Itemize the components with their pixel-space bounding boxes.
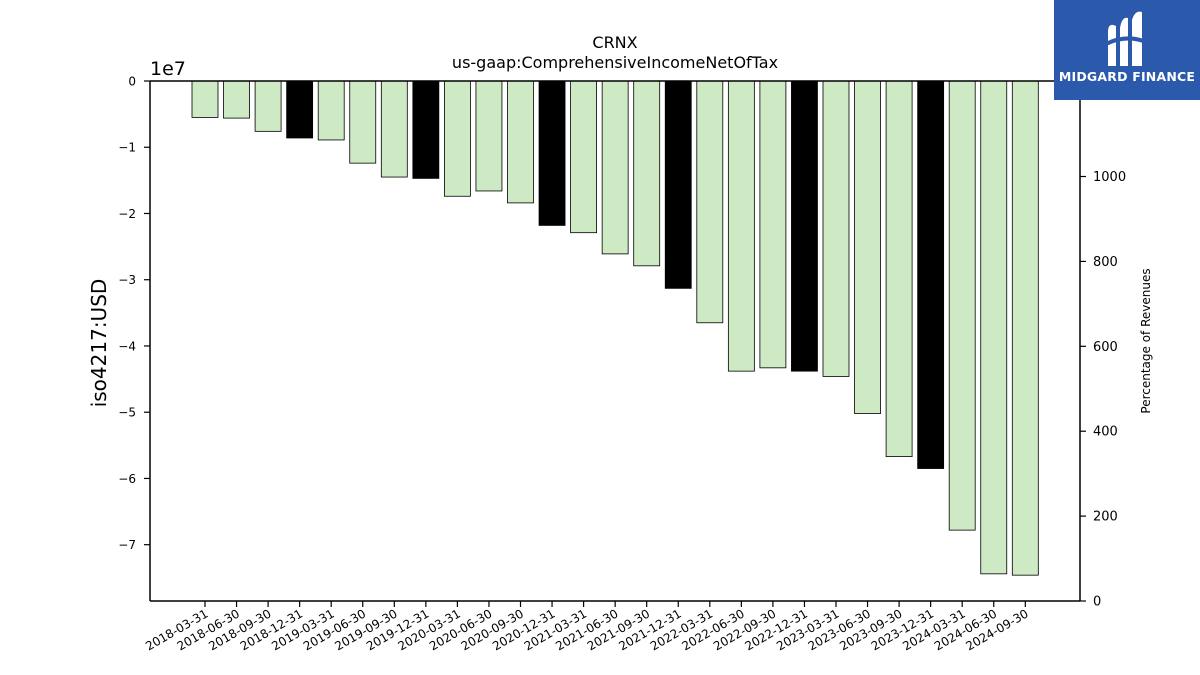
bar-quarter — [570, 80, 597, 234]
bar-quarter — [885, 80, 913, 457]
bar-annual — [917, 80, 945, 469]
y-tick-label: −3 — [118, 273, 136, 287]
y2-axis-label: Percentage of Revenues — [1139, 268, 1153, 413]
bar-annual — [791, 80, 818, 372]
bar-quarter — [633, 80, 661, 267]
y-tick-label: −5 — [118, 406, 136, 420]
y2-tick-label: 200 — [1093, 510, 1118, 525]
bar-quarter — [948, 80, 976, 531]
chart-title: CRNX — [592, 33, 637, 52]
chart-subtitle: us-gaap:ComprehensiveIncomeNetOfTax — [452, 53, 778, 72]
bar-quarter — [475, 80, 503, 192]
y-axis-label: iso4217:USD — [87, 279, 111, 408]
bar-quarter — [223, 80, 250, 119]
bar-quarter — [507, 80, 534, 204]
y-tick-label: 0 — [128, 75, 136, 89]
bar-quarter — [443, 80, 471, 197]
bar-quarter — [601, 80, 629, 255]
y-tick-label: −7 — [118, 538, 136, 552]
y2-tick-label: 1000 — [1093, 170, 1126, 185]
bar-annual — [286, 80, 314, 139]
bar-quarter — [759, 80, 787, 369]
y2-tick-label: 400 — [1093, 425, 1118, 440]
bar-annual — [664, 80, 692, 289]
bar-quarter — [349, 80, 377, 164]
bar-quarter — [254, 80, 282, 132]
y-tick-label: −2 — [118, 207, 136, 221]
bar-quarter — [191, 80, 219, 118]
bar-annual — [412, 80, 440, 179]
bar-annual — [538, 80, 566, 226]
y2-tick-label: 800 — [1093, 255, 1118, 270]
y-tick-label: −1 — [118, 141, 136, 155]
logo-text: MIDGARD FINANCE — [1058, 69, 1196, 84]
y-offset-label: 1e7 — [150, 58, 186, 80]
bar-quarter — [980, 80, 1008, 575]
bar-quarter — [822, 80, 850, 377]
logo-mark-icon — [1105, 11, 1147, 66]
bar-quarter — [854, 80, 881, 414]
bar-quarter — [317, 80, 345, 141]
bar-quarter — [380, 80, 408, 178]
bars-layer — [191, 80, 1039, 576]
y-tick-label: −6 — [118, 472, 136, 486]
y2-tick-label: 600 — [1093, 340, 1118, 355]
y2-tick-label: 0 — [1093, 595, 1101, 610]
bar-quarter — [727, 80, 755, 372]
bar-quarter — [1011, 80, 1039, 576]
y-tick-label: −4 — [118, 339, 136, 353]
midgard-finance-logo: MIDGARD FINANCE — [1054, 0, 1200, 100]
bar-quarter — [696, 80, 724, 324]
